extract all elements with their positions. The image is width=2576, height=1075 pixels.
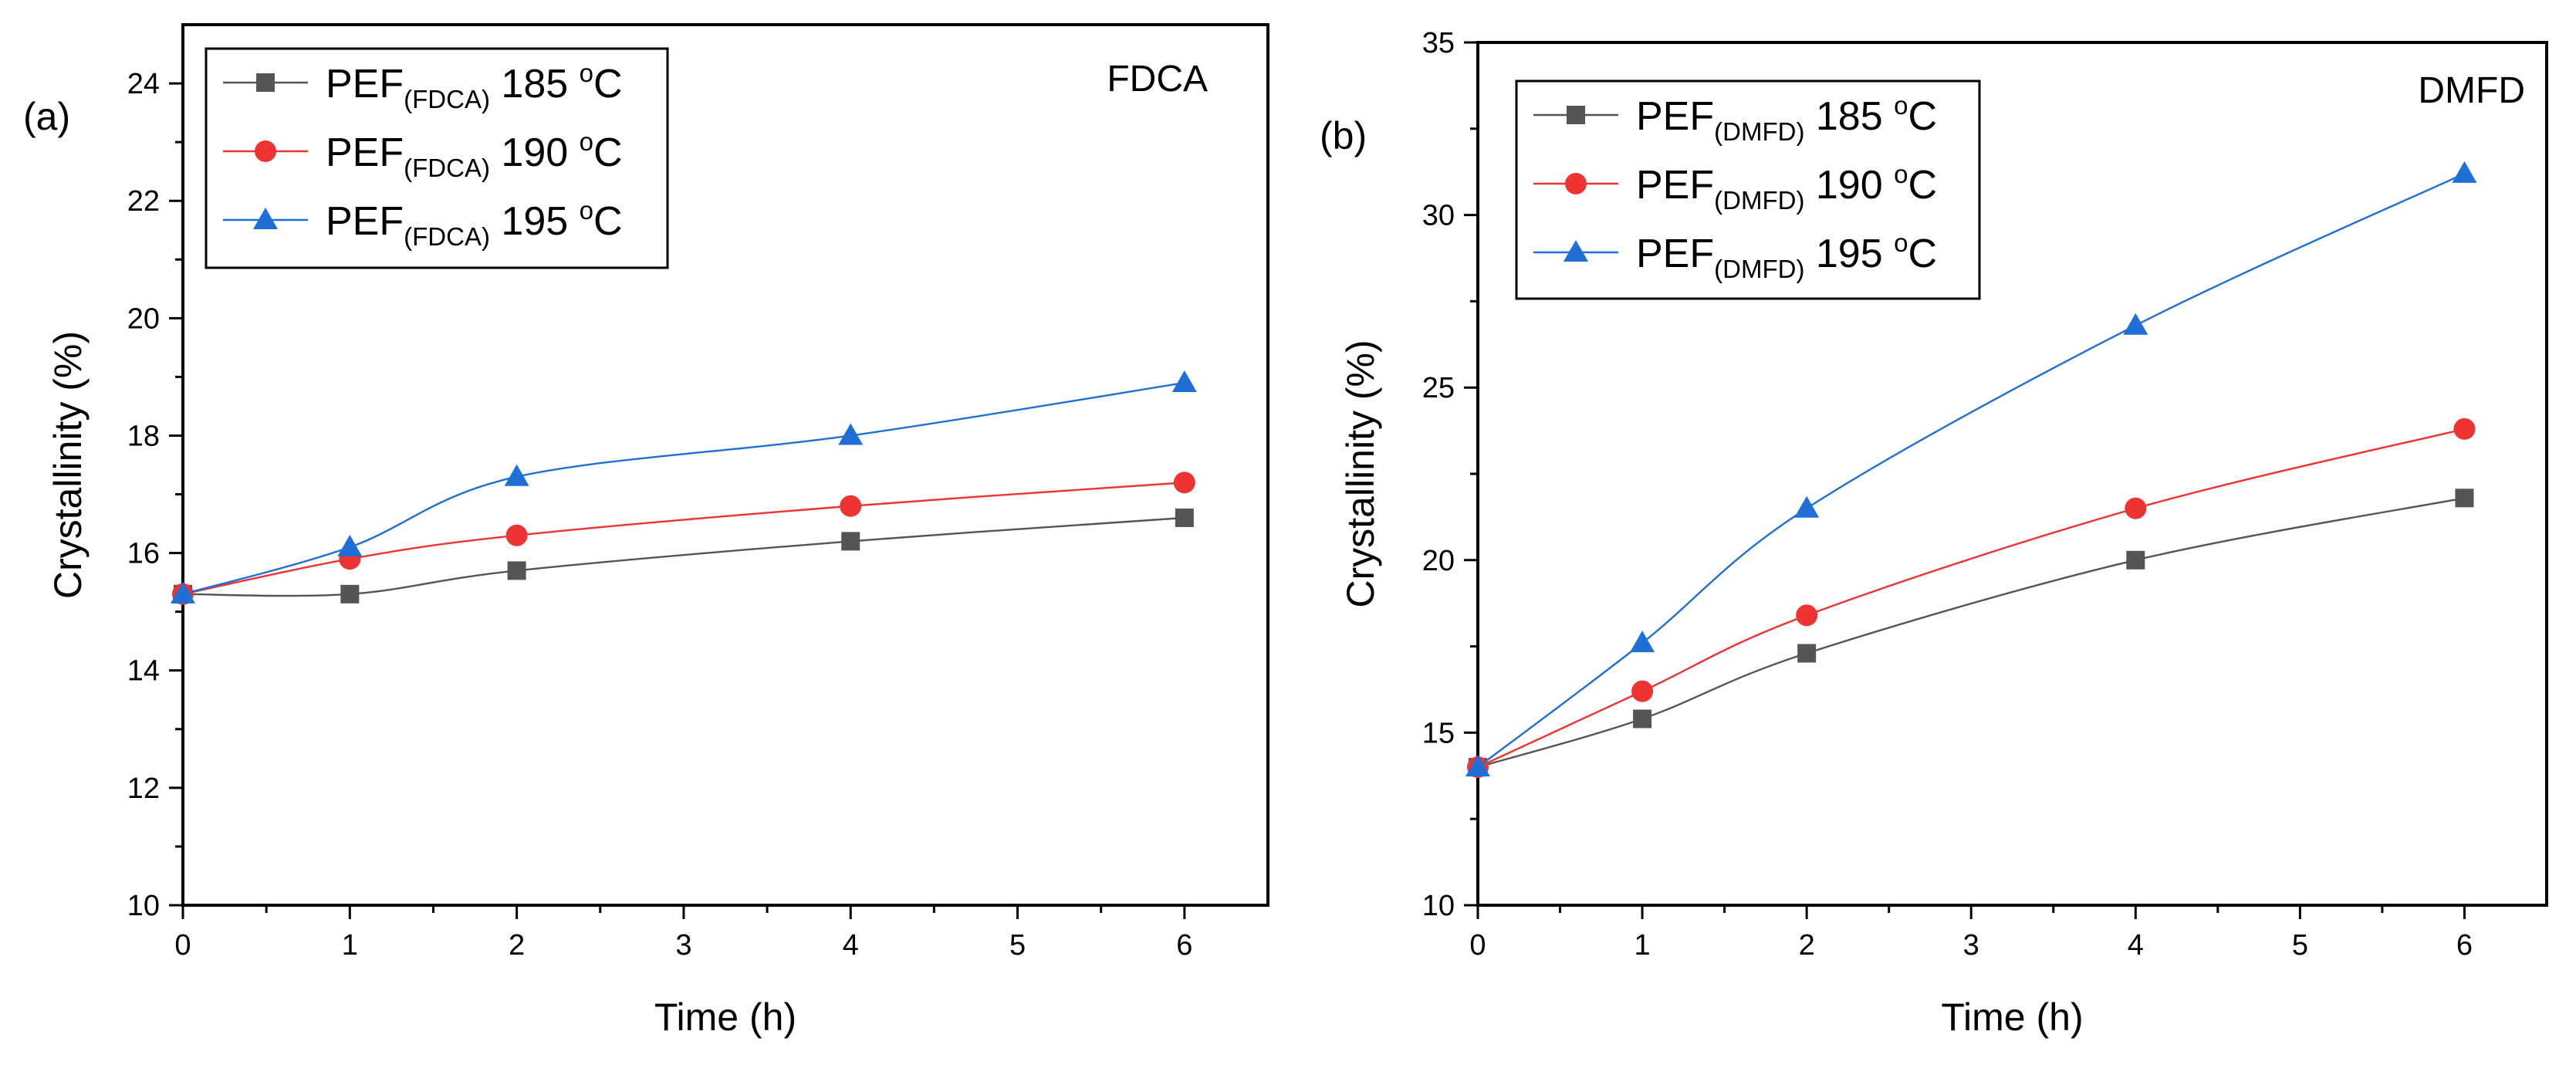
y-tick-label: 30 xyxy=(1422,200,1455,232)
x-axis-title: Time (h) xyxy=(1941,996,2083,1039)
data-point xyxy=(841,532,860,551)
data-point xyxy=(2126,550,2145,570)
series-185 xyxy=(174,508,1194,603)
legend-entry: PEF(FDCA) 195 oC xyxy=(223,196,623,251)
x-tick-label: 3 xyxy=(1963,929,1979,962)
legend-marker xyxy=(1567,106,1585,124)
chart-panel-b: 0 1 2 3 4 5 6 10 15 20 25 30 35 Time (h) Crystallinity… xyxy=(1320,27,2548,1039)
x-tick-label: 5 xyxy=(2292,929,2308,962)
chart-corner-label: DMFD xyxy=(2418,70,2525,111)
legend-label: PEF(DMFD) 195 oC xyxy=(1636,228,1937,283)
data-point xyxy=(1173,472,1195,494)
legend: PEF(FDCA) 185 oC PEF(FDCA) 190 oC PEF(FDCA… xyxy=(205,47,669,269)
data-point xyxy=(840,495,862,517)
legend-label: PEF(DMFD) 190 oC xyxy=(1636,160,1937,215)
data-point xyxy=(171,581,195,603)
y-tick-label: 16 xyxy=(127,538,160,570)
series-line xyxy=(182,381,1185,596)
chart-corner-label: FDCA xyxy=(1107,59,1208,100)
data-point xyxy=(1797,644,1817,663)
legend-label: PEF(DMFD) 185 oC xyxy=(1636,91,1937,146)
y-tick-label: 35 xyxy=(1422,27,1455,59)
plot-frame xyxy=(181,23,1269,907)
legend-entry: PEF(DMFD) 185 oC xyxy=(1533,91,1937,146)
legend-entry: PEF(FDCA) 185 oC xyxy=(223,59,623,113)
data-point xyxy=(1630,630,1655,653)
legend: PEF(DMFD) 185 oC PEF(DMFD) 190 oC PEF(DMFD… xyxy=(1515,79,1981,300)
legend-marker xyxy=(1565,173,1587,194)
x-tick-label: 3 xyxy=(675,929,691,962)
panel-label: (b) xyxy=(1320,114,1367,157)
x-tick-label: 0 xyxy=(1469,929,1486,962)
x-tick-label: 1 xyxy=(1635,929,1651,962)
x-tick-label: 1 xyxy=(342,929,358,962)
series-195 xyxy=(1465,161,2477,777)
legend-box xyxy=(1515,79,1981,300)
data-point xyxy=(1175,508,1194,527)
legend-entry: PEF(DMFD) 195 oC xyxy=(1533,228,1937,283)
x-tick-label: 6 xyxy=(1176,929,1192,962)
data-point xyxy=(1631,680,1654,702)
data-point xyxy=(504,464,529,486)
data-point xyxy=(1794,495,1820,518)
data-point xyxy=(2452,161,2477,183)
data-point xyxy=(1465,755,1490,777)
y-tick-label: 12 xyxy=(127,772,160,805)
series-190 xyxy=(172,472,1195,605)
data-point xyxy=(340,584,360,603)
legend-marker xyxy=(1564,240,1588,262)
series-line xyxy=(182,516,1185,597)
x-axis-title: Time (h) xyxy=(654,996,796,1039)
series-185 xyxy=(1469,488,2474,777)
data-point xyxy=(1171,370,1197,393)
series-line xyxy=(1477,172,2465,769)
legend-label: PEF(FDCA) 185 oC xyxy=(326,59,623,113)
data-point xyxy=(2453,417,2476,440)
y-tick-label: 10 xyxy=(1422,890,1455,922)
series-line xyxy=(182,482,1185,596)
y-tick-label: 15 xyxy=(1422,717,1455,749)
legend-entry: PEF(DMFD) 190 oC xyxy=(1533,160,1937,215)
y-tick-label: 14 xyxy=(127,655,160,688)
series-190 xyxy=(1467,417,2476,779)
x-tick-label: 5 xyxy=(1009,929,1026,962)
y-tick-label: 18 xyxy=(127,420,160,452)
x-tick-label: 2 xyxy=(1799,929,1815,962)
legend-entry: PEF(FDCA) 190 oC xyxy=(223,127,623,182)
legend-marker xyxy=(256,73,275,92)
data-point xyxy=(838,423,864,445)
legend-box xyxy=(205,47,669,269)
x-tick-label: 6 xyxy=(2456,929,2473,962)
x-tick-label: 4 xyxy=(843,929,859,962)
legend-marker xyxy=(255,140,276,162)
y-tick-label: 22 xyxy=(127,185,160,218)
data-point xyxy=(337,534,363,556)
y-axis-title: Crystallinity (%) xyxy=(46,331,90,599)
data-point xyxy=(1796,604,1818,627)
series-line xyxy=(1477,428,2465,769)
y-tick-label: 25 xyxy=(1422,372,1455,404)
legend-label: PEF(FDCA) 190 oC xyxy=(326,127,623,182)
legend-label: PEF(FDCA) 195 oC xyxy=(326,196,623,251)
data-point xyxy=(2123,313,2148,335)
series-195 xyxy=(171,370,1197,603)
data-point xyxy=(2125,497,2147,519)
y-tick-label: 20 xyxy=(127,303,160,335)
x-tick-label: 0 xyxy=(174,929,191,962)
series-line xyxy=(1477,497,2465,769)
data-point xyxy=(505,524,528,546)
y-tick-label: 20 xyxy=(1422,545,1455,577)
data-point xyxy=(2455,488,2474,508)
x-tick-label: 4 xyxy=(2128,929,2144,962)
x-tick-label: 2 xyxy=(509,929,525,962)
data-point xyxy=(1633,709,1652,728)
panel-label: (a) xyxy=(23,95,70,138)
data-point xyxy=(507,561,526,580)
y-tick-label: 10 xyxy=(127,890,160,922)
legend-marker xyxy=(253,208,278,229)
y-tick-label: 24 xyxy=(127,68,160,100)
y-axis-title: Crystallinity (%) xyxy=(1339,340,1382,607)
